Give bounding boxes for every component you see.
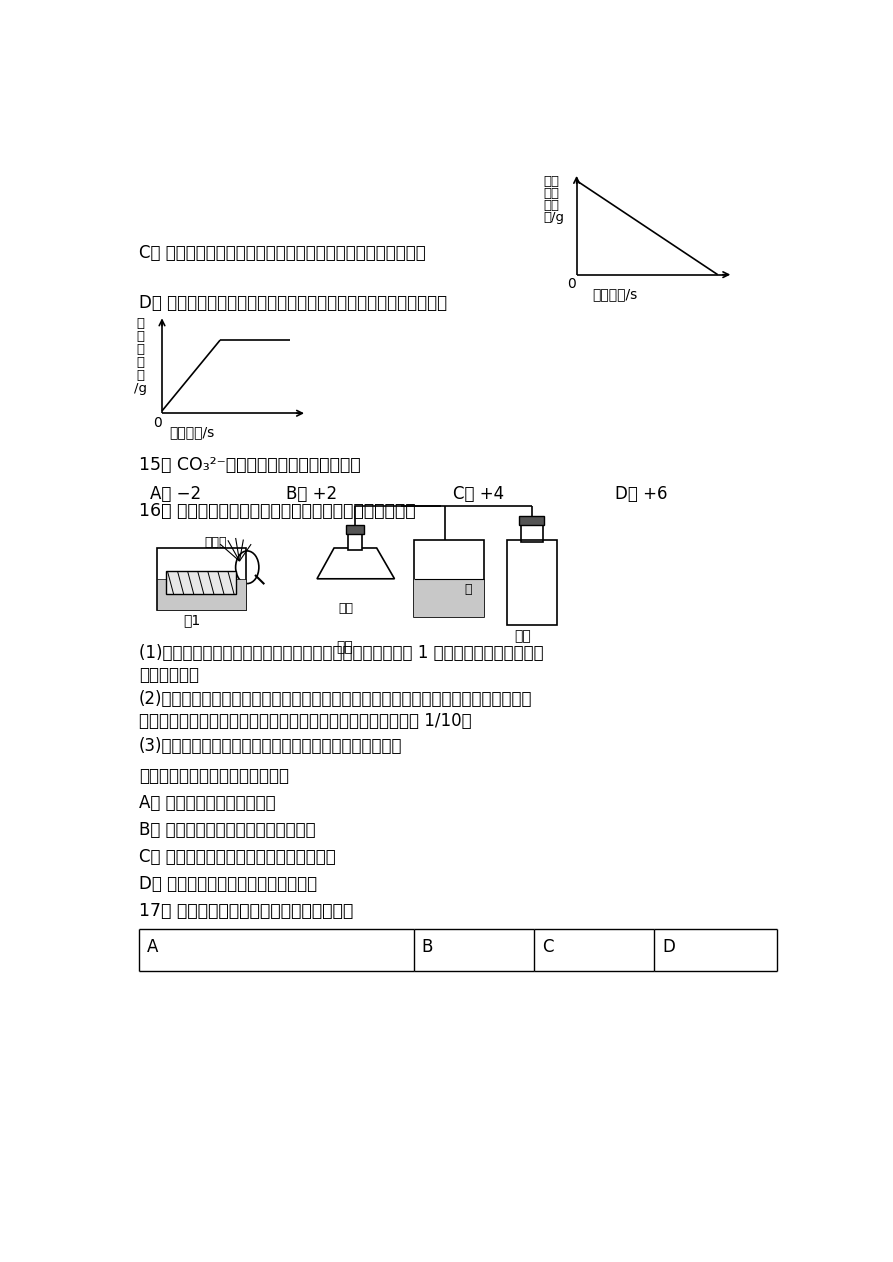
Text: 剩余: 剩余: [543, 174, 559, 188]
Bar: [519, 516, 544, 525]
Text: (2)将放有足量白磷的燃烧匡伸入甲瓶装置中，用放大镜聚焦，使白磷燃烧，瓶内充满了: (2)将放有足量白磷的燃烧匡伸入甲瓶装置中，用放大镜聚焦，使白磷燃烧，瓶内充满了: [138, 690, 532, 708]
Text: 红磷: 红磷: [338, 602, 354, 615]
Bar: [507, 540, 557, 625]
Text: B． +2: B． +2: [286, 485, 338, 502]
Text: 乙瓶: 乙瓶: [514, 628, 531, 642]
Text: A． −2: A． −2: [150, 485, 202, 502]
Text: D． 一定质量过氧化氢溢液中加入二氧化锡生成氧气质量的变化情况: D． 一定质量过氧化氢溢液中加入二氧化锡生成氧气质量的变化情况: [138, 294, 446, 312]
Text: 0: 0: [567, 276, 576, 292]
Bar: [156, 548, 246, 610]
Text: 乙两瓶气体；: 乙两瓶气体；: [138, 666, 199, 684]
Text: 量: 量: [137, 370, 145, 382]
Text: /g: /g: [134, 382, 146, 395]
Text: 水: 水: [464, 583, 472, 596]
Text: D． 竹子内的气体只有氧气和二氧化砖: D． 竹子内的气体只有氧气和二氧化砖: [138, 876, 317, 893]
Text: C: C: [542, 939, 554, 957]
Bar: [413, 540, 484, 617]
Polygon shape: [317, 548, 395, 579]
Text: B． 竹子内的氧气的含量比空气中的少: B． 竹子内的氧气的含量比空气中的少: [138, 822, 315, 839]
Bar: [346, 525, 364, 534]
Text: 氧: 氧: [137, 317, 145, 329]
Text: A: A: [146, 939, 158, 957]
Text: D． +6: D． +6: [615, 485, 668, 502]
Text: 甲瓶: 甲瓶: [337, 640, 353, 655]
Text: C． 加热氯酸首和二氧化锡固体混合物时剩余固体质量变化情况: C． 加热氯酸首和二氧化锡固体混合物时剩余固体质量变化情况: [138, 244, 425, 261]
Text: 加热时间/s: 加热时间/s: [592, 286, 638, 300]
Text: 量/g: 量/g: [543, 212, 564, 225]
Text: 由此实验不能得出的结论是（　）: 由此实验不能得出的结论是（ ）: [138, 767, 288, 785]
Text: 0: 0: [153, 415, 162, 429]
Text: 的: 的: [137, 343, 145, 356]
Text: 17． 下列实验设计不能达到目的的是（　）: 17． 下列实验设计不能达到目的的是（ ）: [138, 902, 353, 920]
Bar: [156, 579, 246, 610]
Text: 白烟，冷却后将甲瓶松开止水夹，结果流入的水约占瓶子容积的 1/10；: 白烟，冷却后将甲瓶松开止水夹，结果流入的水约占瓶子容积的 1/10；: [138, 712, 472, 729]
Text: (3)再往乙瓶中倒入澄清石灿水，发现石灿水马上变浑浊；: (3)再往乙瓶中倒入澄清石灿水，发现石灿水马上变浑浊；: [138, 737, 402, 755]
Text: 太阳光: 太阳光: [204, 536, 227, 549]
Text: A． 收集气体的方法是排水法: A． 收集气体的方法是排水法: [138, 794, 275, 813]
Bar: [166, 572, 236, 594]
Text: 质: 质: [137, 356, 145, 370]
Text: 15． CO₃²⁻中砖元素的化合价为（　　）: 15． CO₃²⁻中砖元素的化合价为（ ）: [138, 456, 361, 473]
Text: D: D: [662, 939, 675, 957]
Text: C． 竹子内的二氧化砖的含量比空气中的多: C． 竹子内的二氧化砖的含量比空气中的多: [138, 848, 336, 866]
Bar: [348, 533, 362, 549]
Text: 反应时间/s: 反应时间/s: [170, 425, 215, 439]
Text: (1)他先将竹子洸在水中，钒个小孔，看到一串气泡冒出，如 1 所示。然后收集到了甲、: (1)他先将竹子洸在水中，钒个小孔，看到一串气泡冒出，如 1 所示。然后收集到了…: [138, 644, 543, 663]
Bar: [521, 524, 543, 541]
Text: 的质: 的质: [543, 199, 559, 212]
Text: C． +4: C． +4: [453, 485, 504, 502]
Bar: [413, 579, 484, 617]
Text: 固体: 固体: [543, 187, 559, 199]
Text: 16． 某同学为了研究竹子里气体的成剦，做了一个实验：: 16． 某同学为了研究竹子里气体的成剦，做了一个实验：: [138, 502, 415, 520]
Text: 气: 气: [137, 331, 145, 343]
Text: 图1: 图1: [184, 613, 201, 627]
Text: B: B: [421, 939, 433, 957]
